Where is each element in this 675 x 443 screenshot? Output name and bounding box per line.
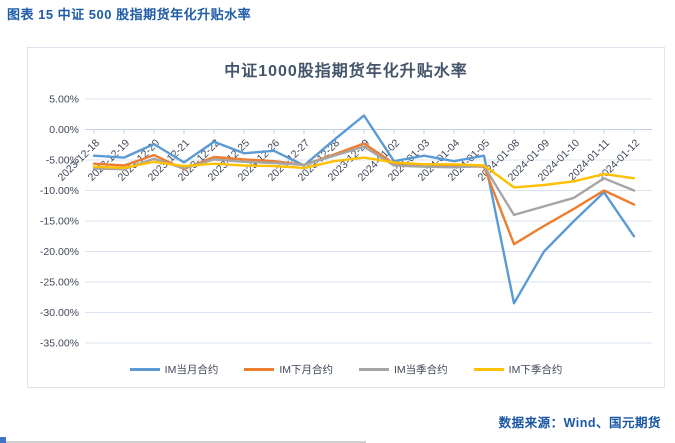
legend-swatch-im-next-quarter [473,368,504,371]
y-tick-label: -30.00% [40,307,79,319]
page-edge-artifact [0,437,6,443]
line-chart: 5.00% 0.00% -5.00% -10.00% -15.00% -20.00% -25… [40,94,652,350]
legend-swatch-im-current-quarter [359,368,389,371]
y-tick-label: -20.00% [40,246,79,258]
legend-label: IM下季合约 [508,364,563,376]
data-source: 数据来源：Wind、国元期货 [498,416,661,430]
y-tick-label: -15.00% [40,216,79,228]
legend-label: IM当月合约 [164,364,219,376]
chart-legend: IM当月合约 IM下月合约 IM当季合约 IM下季合约 [28,362,664,377]
legend-item-im-next-quarter: IM下季合约 [473,362,563,377]
legend-swatch-im-next-month [244,368,275,371]
y-tick-label: -5.00% [46,155,79,167]
chart-frame: 5.00% 0.00% -5.00% -10.00% -15.00% -20.00% -25… [27,47,665,388]
y-tick-label: 0.00% [49,124,79,136]
y-tick-label: 5.00% [49,94,79,106]
legend-item-im-current-quarter: IM当季合约 [359,362,448,377]
legend-item-im-current-month: IM当月合约 [129,362,219,377]
legend-label: IM下月合约 [279,364,333,376]
legend-label: IM当季合约 [394,364,448,376]
series-line-im-current-quarter [92,145,636,217]
y-tick-label: -35.00% [40,338,79,350]
figure-caption: 图表 15 中证 500 股指期货年化升贴水率 [7,7,252,22]
legend-item-im-next-month: IM下月合约 [244,362,333,377]
series-line-im-current-month [92,114,636,305]
y-tick-label: -25.00% [40,277,79,289]
legend-swatch-im-current-month [129,368,160,371]
series-line-im-next-quarter [92,156,636,189]
y-tick-label: -10.00% [40,185,79,197]
chart-title: 中证1000股指期货年化升贴水率 [224,63,468,80]
page-edge-divider [6,441,366,443]
